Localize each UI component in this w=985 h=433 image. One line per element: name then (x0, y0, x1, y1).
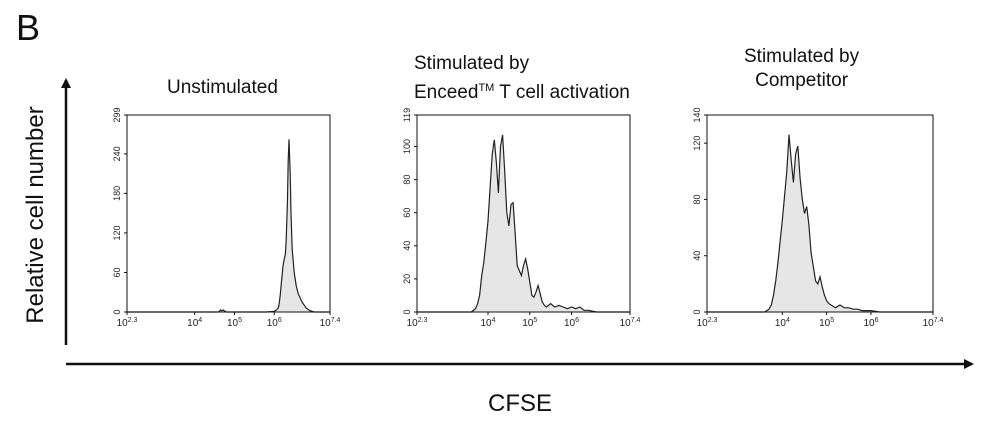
panel-3-x-tick-exponent: 6 (875, 317, 879, 324)
panel-1-y-tick-label: 120 (112, 225, 122, 240)
panel-2-x-tick-label: 107.4 (620, 317, 641, 329)
panel-3-x-tick-base: 10 (775, 318, 787, 329)
panel-1-y-tick-label: 180 (112, 186, 122, 201)
panel-1-x-tick-label: 102.3 (117, 317, 138, 329)
panel-3-x-tick-label: 102.3 (697, 317, 718, 329)
panel-1-histogram-line (127, 139, 330, 313)
panel-3-y-tick-label: 140 (692, 107, 702, 122)
panel-1-y-tick-label: 0 (112, 309, 122, 314)
panel-2-x-tick-exponent: 2.3 (418, 317, 428, 324)
panel-2-frame (416, 114, 631, 313)
panel-2-title-line-2: EnceedTM T cell activation (414, 76, 630, 105)
panel-1-x-tick-exponent: 7.4 (331, 317, 341, 324)
panel-3-x-tick-exponent: 2.3 (708, 317, 718, 324)
panel-1-y-tick-label: 299 (112, 107, 122, 122)
panel-3-y-tick-label: 0 (692, 309, 702, 314)
panel-2-y-tick-label: 0 (402, 309, 412, 314)
panel-2-title: Stimulated by EnceedTM T cell activation (414, 52, 630, 105)
panel-1-frame (126, 114, 331, 313)
panel-3-y-tick-label: 120 (692, 136, 702, 151)
panel-1-x-tick-base: 10 (320, 318, 332, 329)
panel-2-x-tick-base: 10 (564, 318, 576, 329)
x-axis-label: CFSE (487, 390, 553, 417)
panel-3-x-tick-label: 105 (819, 317, 834, 329)
panel-3-title-line-2: Competitor (755, 70, 849, 91)
panel-3-x-tick-base: 10 (697, 318, 709, 329)
panel-1-x-tick-exponent: 4 (198, 317, 202, 324)
panel-1-x-tick-exponent: 6 (278, 317, 282, 324)
panel-3-histogram-fill (707, 134, 933, 312)
panel-3-x-tick-base: 10 (863, 318, 875, 329)
panel-3-title: Stimulated by Competitor (744, 45, 859, 93)
panel-2-title-product: Enceed (414, 82, 479, 103)
panel-2-y-tick-label: 20 (402, 274, 412, 284)
panel-1-x-tick-label: 104 (187, 317, 202, 329)
panel-3-y-tick-label: 80 (692, 194, 702, 204)
panel-1-y-tick-label: 60 (112, 267, 122, 277)
panel-2-title-line-1: Stimulated by (414, 53, 530, 74)
panel-1-x-tick-base: 10 (227, 318, 239, 329)
panel-1-x-tick-base: 10 (267, 318, 279, 329)
panel-2-y-tick-label: 60 (402, 208, 412, 218)
panel-3-y-tick-label: 40 (692, 251, 702, 261)
panel-1-title: Unstimulated (167, 76, 278, 100)
panel-2-histogram-line (417, 134, 630, 313)
panel-2-y-tick-label: 119 (402, 108, 412, 122)
panel-2-x-tick-base: 10 (480, 318, 492, 329)
panel-3-x-tick-exponent: 7.4 (934, 317, 944, 324)
panel-3-title-line-1: Stimulated by (744, 46, 860, 67)
panel-2-x-tick-exponent: 6 (575, 317, 579, 324)
panel-2-x-tick-label: 104 (480, 317, 495, 329)
panel-2-y-tick-label: 100 (402, 139, 412, 154)
panel-letter: B (16, 7, 41, 48)
panel-3-x-tick-label: 106 (863, 317, 878, 329)
panel-2-histogram-fill (417, 134, 630, 312)
panel-1-x-tick-label: 107.4 (320, 317, 341, 329)
panel-3-x-tick-exponent: 4 (786, 317, 790, 324)
panel-2-y-tick-label: 40 (402, 241, 412, 251)
panel-1-x-tick-base: 10 (117, 318, 129, 329)
panel-2-title-rest: T cell activation (494, 82, 630, 103)
panel-2-y-tick-label: 80 (402, 175, 412, 185)
panel-3-x-tick-exponent: 5 (830, 317, 834, 324)
panel-2-x-tick-exponent: 5 (533, 317, 537, 324)
panel-2-x-tick-exponent: 4 (492, 317, 496, 324)
panel-1-title-text: Unstimulated (167, 77, 278, 98)
panel-2-x-tick-label: 102.3 (407, 317, 428, 329)
panel-1-x-tick-exponent: 2.3 (128, 317, 138, 324)
panel-1-y-tick-label: 240 (112, 146, 122, 161)
panel-3-x-tick-base: 10 (923, 318, 935, 329)
panel-1-x-tick-label: 106 (267, 317, 282, 329)
panel-1-x-tick-exponent: 5 (238, 317, 242, 324)
panel-3-x-tick-label: 107.4 (923, 317, 944, 329)
panel-2-x-tick-exponent: 7.4 (631, 317, 641, 324)
panel-2-x-tick-base: 10 (620, 318, 632, 329)
panel-3-histogram-line (707, 134, 933, 313)
panel-1-histogram-fill (127, 139, 330, 312)
panel-3-frame (706, 114, 934, 313)
panel-1-x-tick-label: 105 (227, 317, 242, 329)
panel-2-x-tick-label: 106 (564, 317, 579, 329)
panel-3-x-tick-base: 10 (819, 318, 831, 329)
panel-2-x-tick-label: 105 (522, 317, 537, 329)
panel-2-x-tick-base: 10 (522, 318, 534, 329)
panel-2-x-tick-base: 10 (407, 318, 419, 329)
panel-1-x-tick-base: 10 (187, 318, 199, 329)
panel-2-title-trademark: TM (478, 82, 495, 94)
panel-3-x-tick-label: 104 (775, 317, 790, 329)
